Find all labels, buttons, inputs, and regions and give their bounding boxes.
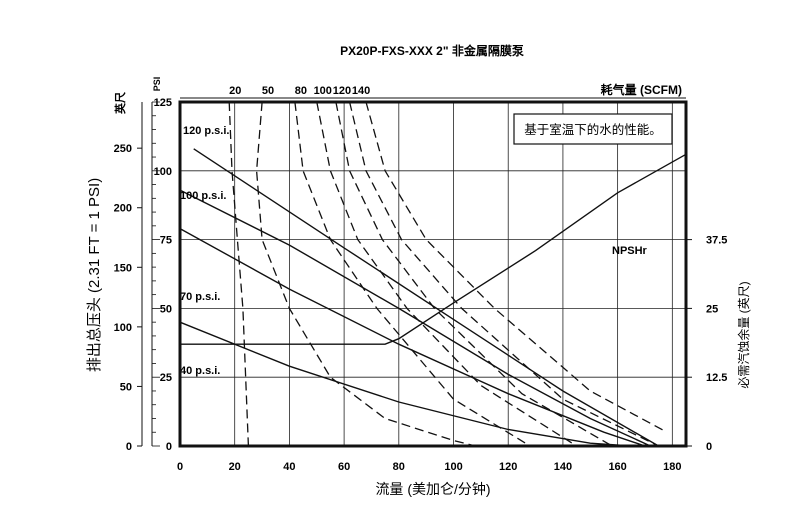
x-tick-label: 60: [338, 461, 350, 473]
air-curve-5: [348, 101, 659, 447]
series-line-4: [180, 153, 687, 345]
feet-axis-label: 英尺: [113, 92, 127, 115]
psi-tick-label: 50: [160, 303, 172, 315]
performance-curves: 120 p.s.i. 100 p.s.i. 70 p.s.i. 40 p.s.i. NP…: [179, 125, 687, 447]
feet-tick-label: 200: [114, 203, 132, 215]
air-curve-4: [335, 101, 613, 447]
scfm-tick-label: 100: [314, 85, 332, 97]
feet-tick-label: 250: [114, 143, 132, 155]
chart-title: PX20P-FXS-XXX 2" 非金属隔膜泵: [340, 43, 524, 58]
psi-tick-label: 100: [154, 166, 172, 178]
series-line-1: [179, 189, 651, 447]
plot-frame: [178, 100, 688, 448]
x-axis-title: 流量 (美加仑/分钟): [375, 481, 490, 497]
feet-tick-label: 0: [126, 441, 132, 453]
x-tick-label: 80: [393, 461, 405, 473]
series-line-3: [179, 321, 632, 447]
air-curve-1: [255, 101, 476, 447]
psi-tick-label: 0: [166, 441, 172, 453]
feet-tick-label: 150: [114, 262, 132, 274]
x-tick-label: 100: [444, 461, 462, 473]
air-curve-0: [228, 101, 250, 447]
x-tick-label: 0: [177, 461, 183, 473]
psi-tick-label: 25: [160, 372, 172, 384]
axes: 0 20 40 60 80 100 120 140 160 1800255075100125050…: [114, 85, 728, 473]
air-consumption-curves: [228, 101, 668, 447]
scfm-tick-label: 140: [352, 85, 370, 97]
scfm-tick-label: 20: [229, 85, 241, 97]
air-consumption-label: 耗气量 (SCFM): [601, 82, 682, 97]
right-tick-label: 12.5: [706, 372, 727, 384]
x-tick-label: 140: [554, 461, 572, 473]
x-tick-label: 120: [499, 461, 517, 473]
psi-tick-label: 75: [160, 235, 172, 247]
right-axis-title: 必需汽蚀余量 (英尺): [736, 281, 751, 388]
series-label-1: 100 p.s.i.: [180, 190, 226, 202]
annotation-box: [513, 113, 673, 145]
air-curve-6: [365, 101, 668, 433]
annotation-text: 基于室温下的水的性能。: [524, 122, 662, 137]
y-axis-title: 排出总压头 (2.31 FT = 1 PSI): [86, 178, 103, 372]
series-line-0: [193, 148, 659, 447]
series-label-3: 40 p.s.i.: [180, 365, 220, 377]
right-tick-label: 25: [706, 303, 718, 315]
series-line-2: [179, 227, 646, 447]
feet-tick-label: 50: [120, 381, 132, 393]
x-tick-label: 20: [229, 461, 241, 473]
feet-tick-label: 100: [114, 322, 132, 334]
x-tick-label: 40: [283, 461, 295, 473]
scfm-tick-label: 80: [295, 85, 307, 97]
right-tick-label: 37.5: [706, 235, 727, 247]
psi-tick-label: 125: [154, 97, 172, 109]
right-tick-label: 0: [706, 441, 712, 453]
series-label-0: 120 p.s.i.: [183, 125, 229, 137]
scfm-tick-label: 120: [333, 85, 351, 97]
air-curve-2: [294, 101, 531, 447]
npsh-label: NPSHr: [612, 245, 648, 257]
scfm-tick-label: 50: [262, 85, 274, 97]
grid-lines: [180, 102, 686, 446]
x-tick-label: 160: [608, 461, 626, 473]
air-curve-3: [316, 101, 577, 447]
psi-axis-label: PSI: [152, 77, 162, 92]
x-tick-label: 180: [663, 461, 681, 473]
series-label-2: 70 p.s.i.: [180, 291, 220, 303]
